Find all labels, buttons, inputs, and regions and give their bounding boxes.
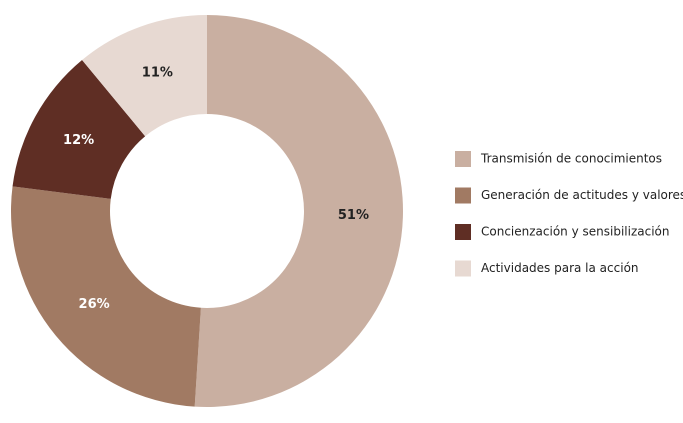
legend-label: Generación de actitudes y valores [481,188,683,202]
value-label: 26% [79,297,110,312]
legend-swatch [455,187,471,204]
legend-label: Transmisión de conocimientos [480,152,662,166]
legend-swatch [455,224,471,240]
donut-slice [194,15,404,407]
legend-label: Actividades para la acción [481,261,639,275]
legend-swatch [455,151,471,167]
legend-swatch [455,260,471,277]
value-label: 11% [142,66,173,81]
donut-slice [82,15,207,137]
legend-label: Concienzación y sensibilización [481,225,669,239]
donut-slice [12,59,146,199]
value-label: 12% [63,133,94,148]
donut-slice [11,186,201,407]
value-label: 51% [338,208,369,223]
